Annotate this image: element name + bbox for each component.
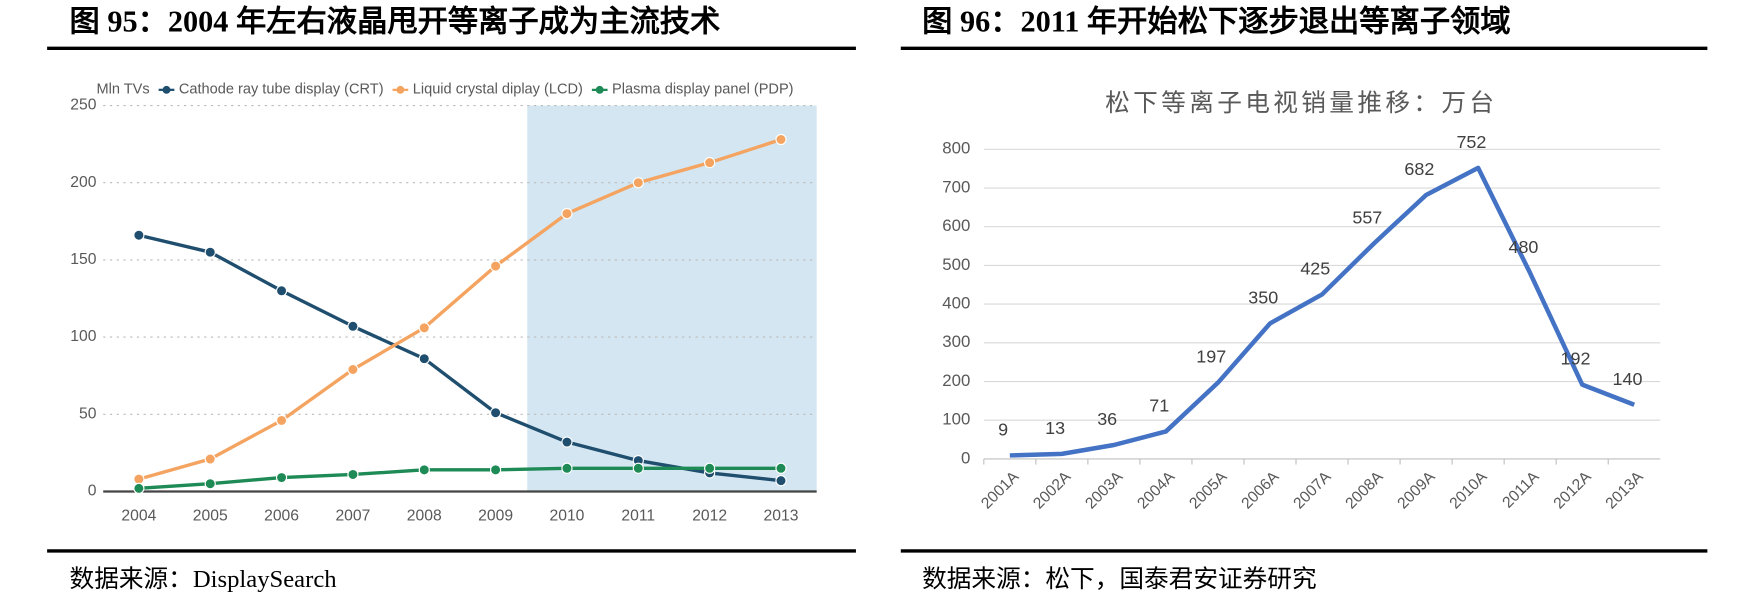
point <box>204 478 216 490</box>
point <box>704 462 716 474</box>
y-tick-label: 600 <box>942 216 970 235</box>
legend-label: Liquid crystal diplay (LCD) <box>413 82 583 98</box>
data-label: 140 <box>1613 369 1643 389</box>
y-tick-label: 50 <box>79 405 97 422</box>
x-tick-label: 2009 <box>478 507 513 524</box>
legend-label: Plasma display panel (PDP) <box>612 82 794 98</box>
point <box>275 285 288 297</box>
x-tick-label: 2005A <box>1186 468 1230 512</box>
x-tick-label: 2004A <box>1134 468 1178 512</box>
point <box>418 322 430 334</box>
x-tick-label: 2007A <box>1290 468 1334 512</box>
data-label: 197 <box>1196 347 1226 367</box>
highlight-region <box>527 105 817 492</box>
point <box>489 464 502 476</box>
figure-title: 图 96：2011 年开始松下逐步退出等离子领域 <box>922 4 1511 39</box>
series-line <box>138 466 781 491</box>
point <box>561 436 573 448</box>
y-tick-label: 200 <box>942 371 970 390</box>
point <box>775 133 787 146</box>
x-tick-label: 2007 <box>335 507 370 524</box>
x-tick-label: 2013 <box>764 507 799 524</box>
point <box>489 260 502 272</box>
x-tick-label: 2012 <box>692 507 727 524</box>
data-label: 13 <box>1045 418 1065 438</box>
data-label: 480 <box>1508 237 1538 257</box>
x-tick-label: 2008 <box>407 507 442 524</box>
point <box>632 462 644 474</box>
source: 数据来源：DisplaySearch <box>70 565 337 593</box>
point <box>775 475 787 487</box>
x-tick-label: 2005 <box>193 507 228 524</box>
data-label: 36 <box>1097 409 1117 429</box>
point <box>704 157 716 169</box>
point <box>561 207 573 220</box>
y-tick-label: 100 <box>942 410 970 429</box>
source: 数据来源：松下，国泰君安证券研究 <box>922 565 1317 593</box>
data-label: 682 <box>1404 159 1434 179</box>
point <box>275 414 288 427</box>
point <box>347 363 359 376</box>
y-tick-label: 0 <box>961 448 970 467</box>
y-tick-label: 700 <box>942 177 970 196</box>
legend-swatch <box>396 85 405 94</box>
y-tick-label: 250 <box>70 97 96 114</box>
y-tick-label: 0 <box>88 483 97 500</box>
x-tick-label: 2006A <box>1238 468 1282 512</box>
x-tick-label: 2012A <box>1551 468 1595 512</box>
x-tick-label: 2008A <box>1342 468 1386 512</box>
x-tick-label: 2006 <box>264 507 299 524</box>
point <box>489 407 502 419</box>
y-tick-label: 150 <box>70 251 96 268</box>
x-tick-label: 2001A <box>978 468 1022 512</box>
point <box>632 177 644 189</box>
y-tick-label: 100 <box>70 328 96 345</box>
x-tick-label: 2013A <box>1603 468 1647 512</box>
point <box>418 353 430 365</box>
y-tick-label: 500 <box>942 255 970 274</box>
figure-title: 图 95：2004 年左右液晶甩开等离子成为主流技术 <box>70 4 721 39</box>
x-tick-label: 2009A <box>1394 468 1438 512</box>
data-label: 9 <box>998 419 1008 439</box>
x-tick-label: 2010 <box>550 507 585 524</box>
chart-title: 松下等离子电视销量推移：万台 <box>1105 89 1497 117</box>
x-tick-label: 2011 <box>621 507 655 524</box>
legend-title: Mln TVs <box>96 82 149 98</box>
point <box>775 462 787 474</box>
point <box>133 482 145 494</box>
legend-swatch <box>162 85 171 94</box>
point <box>275 471 288 484</box>
data-label: 557 <box>1352 207 1382 227</box>
point <box>561 462 573 474</box>
series-line <box>1009 165 1636 458</box>
x-tick-label: 2003A <box>1082 468 1126 512</box>
x-tick-label: 2002A <box>1030 468 1074 512</box>
legend-swatch <box>595 85 604 94</box>
x-tick-label: 2010A <box>1447 468 1491 512</box>
y-tick-label: 300 <box>942 332 970 351</box>
data-label: 71 <box>1149 395 1169 415</box>
point <box>347 320 359 332</box>
y-tick-label: 800 <box>942 139 970 158</box>
series-line <box>138 137 782 481</box>
y-tick-label: 400 <box>942 294 970 313</box>
data-label: 192 <box>1561 349 1591 369</box>
data-label: 425 <box>1300 258 1330 278</box>
legend-label: Cathode ray tube display (CRT) <box>179 82 384 98</box>
data-label: 350 <box>1248 288 1278 308</box>
x-tick-label: 2011A <box>1499 468 1543 512</box>
x-tick-label: 2004 <box>121 507 156 524</box>
point <box>347 468 359 481</box>
point <box>204 246 216 258</box>
point <box>133 229 145 241</box>
y-tick-label: 200 <box>70 174 96 191</box>
point <box>133 473 145 485</box>
point <box>418 464 430 476</box>
data-label: 752 <box>1456 132 1486 152</box>
point <box>204 453 216 465</box>
